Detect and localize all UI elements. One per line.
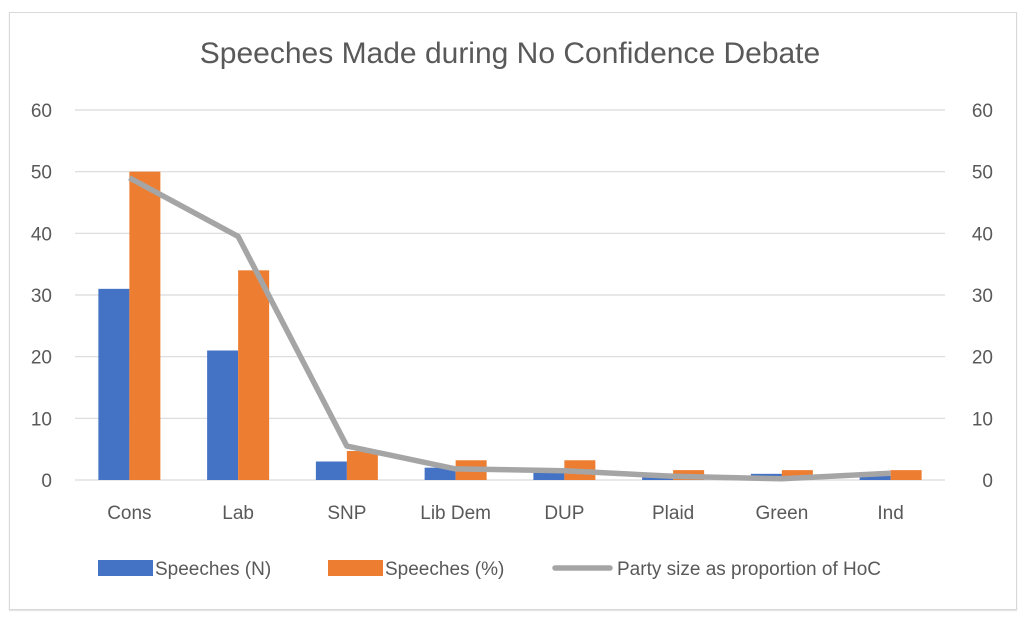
legend-swatch [328, 560, 383, 576]
y2-tick-label: 30 [972, 286, 993, 307]
bar-speeches---- [890, 470, 922, 480]
bar-speeches---- [129, 171, 161, 480]
x-tick-label: Green [755, 503, 808, 524]
gridlines [75, 109, 945, 481]
bar-speeches--n- [207, 350, 239, 480]
y-axis-right: 0 10 20 30 40 50 60 [972, 101, 993, 492]
x-tick-label: Plaid [652, 503, 694, 524]
legend: Speeches (N) Speeches (%) Party size as pr… [98, 559, 881, 580]
y2-tick-label: 40 [972, 224, 993, 245]
y-tick-label: 30 [31, 286, 52, 307]
y-tick-label: 0 [41, 471, 52, 492]
bar-speeches--n- [642, 477, 674, 480]
y-tick-label: 20 [31, 348, 52, 369]
legend-label: Speeches (N) [155, 559, 271, 580]
y-tick-label: 60 [31, 101, 52, 122]
x-tick-label: Cons [107, 503, 151, 524]
legend-swatch [98, 560, 153, 576]
bar-speeches--n- [533, 470, 565, 480]
y-tick-label: 10 [31, 409, 52, 430]
y2-tick-label: 20 [972, 348, 993, 369]
bar-speeches---- [781, 470, 813, 480]
legend-label: Party size as proportion of HoC [617, 559, 881, 580]
x-tick-label: Lab [222, 503, 254, 524]
bar-speeches--n- [424, 467, 456, 480]
y-tick-label: 40 [31, 224, 52, 245]
x-tick-label: Lib Dem [420, 503, 491, 524]
x-tick-label: Ind [877, 503, 903, 524]
chart-frame [9, 12, 1017, 610]
bar-speeches--n- [859, 475, 891, 480]
bar-speeches--n- [315, 461, 347, 480]
y-axis-left: 0 10 20 30 40 50 60 [31, 101, 52, 492]
bar-speeches---- [346, 451, 378, 480]
x-tick-label: SNP [327, 503, 366, 524]
bar-speeches--n- [98, 288, 130, 480]
chart-title: Speeches Made during No Confidence Debat… [200, 37, 820, 70]
y2-tick-label: 10 [972, 409, 993, 430]
line-party-size [128, 175, 891, 482]
y2-tick-label: 50 [972, 163, 993, 184]
y-tick-label: 50 [31, 163, 52, 184]
bar-speeches---- [238, 270, 270, 480]
y2-tick-label: 60 [972, 101, 993, 122]
legend-label: Speeches (%) [385, 559, 504, 580]
bars [98, 171, 922, 480]
y2-tick-label: 0 [982, 471, 993, 492]
x-tick-label: DUP [544, 503, 584, 524]
line-series [128, 175, 891, 482]
x-axis: Cons Lab SNP Lib Dem DUP Plaid Green Ind [107, 503, 904, 524]
